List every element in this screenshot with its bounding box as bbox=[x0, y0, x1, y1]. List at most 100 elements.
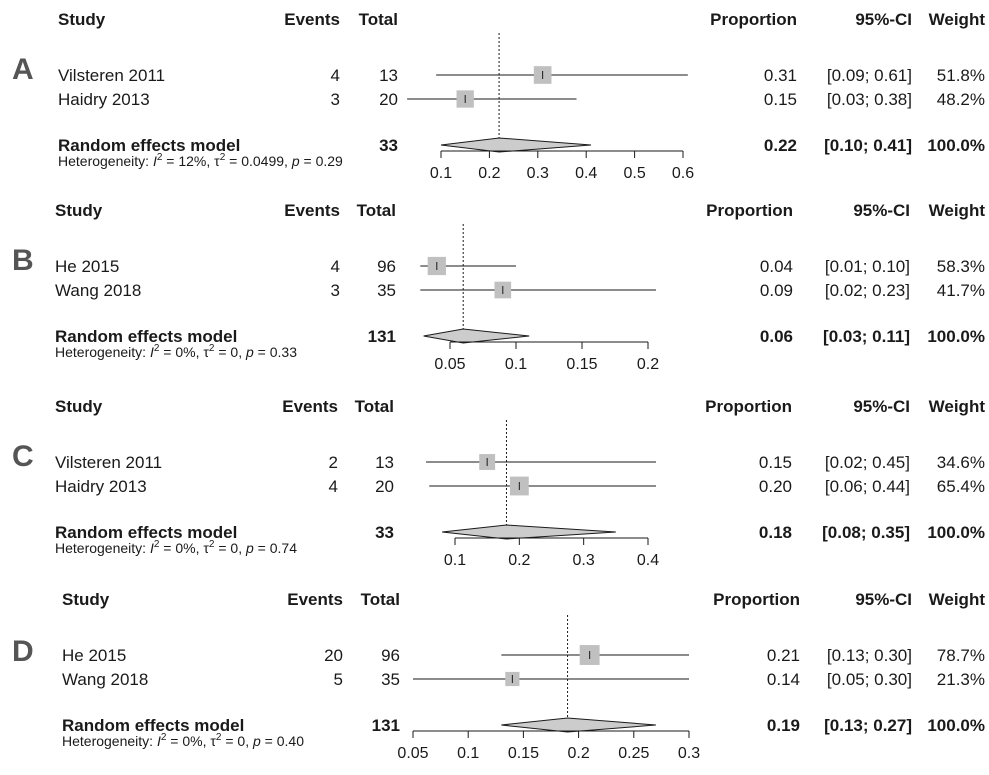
het-p-symbol: p bbox=[252, 733, 261, 749]
x-tick-label: 0.4 bbox=[637, 552, 659, 569]
pooled-total: 131 bbox=[368, 327, 396, 346]
study-total: 96 bbox=[377, 257, 396, 276]
het-prefix: Heterogeneity: bbox=[58, 153, 153, 169]
study-proportion: 0.15 bbox=[764, 90, 797, 109]
study-name: He 2015 bbox=[62, 646, 126, 665]
x-tick-label: 0.2 bbox=[478, 165, 500, 182]
het-superscript: 2 bbox=[209, 343, 215, 354]
x-tick-label: 0.4 bbox=[575, 165, 597, 182]
study-events: 4 bbox=[331, 257, 340, 276]
pooled-total: 33 bbox=[375, 523, 394, 542]
het-i2-value: = 0%, bbox=[166, 733, 210, 749]
het-superscript: 2 bbox=[161, 732, 167, 743]
heterogeneity-text: Heterogeneity: I2 = 12%, τ2 = 0.0499, p … bbox=[58, 152, 343, 169]
study-ci: [0.03; 0.38] bbox=[827, 90, 912, 109]
het-i2-symbol: I bbox=[150, 540, 154, 556]
x-tick-label: 0.25 bbox=[618, 745, 649, 762]
pooled-total: 33 bbox=[379, 136, 398, 155]
header-study: Study bbox=[55, 397, 103, 416]
het-tau-symbol: τ bbox=[214, 153, 220, 169]
study-proportion: 0.21 bbox=[767, 646, 800, 665]
study-total: 96 bbox=[381, 646, 400, 665]
header-study: Study bbox=[62, 590, 110, 609]
x-tick-label: 0.3 bbox=[527, 165, 549, 182]
het-p-symbol: p bbox=[245, 344, 254, 360]
pooled-ci: [0.03; 0.11] bbox=[823, 327, 910, 346]
het-prefix: Heterogeneity: bbox=[55, 344, 150, 360]
study-weight: 65.4% bbox=[937, 477, 985, 496]
study-ci: [0.01; 0.10] bbox=[825, 257, 910, 276]
het-p-symbol: p bbox=[291, 153, 300, 169]
pooled-diamond bbox=[423, 328, 530, 344]
pooled-diamond bbox=[442, 524, 616, 540]
study-events: 5 bbox=[334, 670, 343, 689]
pooled-label: Random effects model bbox=[58, 136, 240, 155]
het-superscript: 2 bbox=[154, 343, 160, 354]
study-events: 20 bbox=[324, 646, 343, 665]
study-weight: 58.3% bbox=[937, 257, 985, 276]
header-ci: 95%-CI bbox=[853, 397, 910, 416]
study-total: 35 bbox=[377, 281, 396, 300]
study-ci: [0.13; 0.30] bbox=[827, 646, 912, 665]
het-p-value: = 0.74 bbox=[254, 540, 297, 556]
pooled-weight: 100.0% bbox=[927, 523, 985, 542]
x-tick-label: 0.05 bbox=[434, 356, 465, 373]
header-total: Total bbox=[361, 590, 400, 609]
study-total: 13 bbox=[379, 66, 398, 85]
het-tau-value: = 0, bbox=[214, 540, 246, 556]
het-i2-value: = 0%, bbox=[159, 540, 203, 556]
study-proportion: 0.20 bbox=[759, 477, 792, 496]
heterogeneity-text: Heterogeneity: I2 = 0%, τ2 = 0, p = 0.40 bbox=[62, 732, 304, 749]
het-i2-symbol: I bbox=[150, 344, 154, 360]
study-total: 35 bbox=[381, 670, 400, 689]
study-name: Haidry 2013 bbox=[55, 477, 147, 496]
het-tau-symbol: τ bbox=[203, 344, 209, 360]
pooled-ci: [0.10; 0.41] bbox=[824, 136, 912, 155]
header-proportion: Proportion bbox=[705, 397, 792, 416]
study-proportion: 0.15 bbox=[759, 453, 792, 472]
pooled-proportion: 0.19 bbox=[767, 716, 800, 735]
header-study: Study bbox=[58, 10, 106, 29]
het-tau-value: = 0.0499, bbox=[225, 153, 292, 169]
study-name: Wang 2018 bbox=[55, 281, 141, 300]
study-weight: 48.2% bbox=[937, 90, 985, 109]
het-superscript: 2 bbox=[220, 152, 226, 163]
het-prefix: Heterogeneity: bbox=[55, 540, 150, 556]
het-tau-value: = 0, bbox=[221, 733, 253, 749]
x-tick-label: 0.2 bbox=[637, 356, 659, 373]
header-ci: 95%-CI bbox=[853, 201, 910, 220]
het-p-value: = 0.40 bbox=[261, 733, 304, 749]
x-tick-label: 0.5 bbox=[623, 165, 645, 182]
x-tick-label: 0.15 bbox=[566, 356, 597, 373]
study-name: Vilsteren 2011 bbox=[58, 66, 165, 85]
pooled-proportion: 0.06 bbox=[760, 327, 793, 346]
x-tick-label: 0.05 bbox=[397, 745, 428, 762]
het-tau-symbol: τ bbox=[203, 540, 209, 556]
study-ci: [0.02; 0.23] bbox=[825, 281, 910, 300]
x-tick-label: 0.3 bbox=[573, 552, 595, 569]
header-total: Total bbox=[357, 201, 396, 220]
het-i2-symbol: I bbox=[157, 733, 161, 749]
pooled-diamond bbox=[501, 717, 656, 733]
header-proportion: Proportion bbox=[713, 590, 800, 609]
study-ci: [0.02; 0.45] bbox=[825, 453, 910, 472]
header-proportion: Proportion bbox=[706, 201, 793, 220]
pooled-weight: 100.0% bbox=[927, 716, 985, 735]
x-tick-label: 0.1 bbox=[444, 552, 466, 569]
header-total: Total bbox=[359, 10, 398, 29]
header-events: Events bbox=[284, 201, 340, 220]
het-tau-value: = 0, bbox=[214, 344, 246, 360]
pooled-ci: [0.08; 0.35] bbox=[822, 523, 910, 542]
study-total: 20 bbox=[375, 477, 394, 496]
study-weight: 34.6% bbox=[937, 453, 985, 472]
pooled-diamond bbox=[440, 137, 592, 153]
het-p-symbol: p bbox=[245, 540, 254, 556]
study-proportion: 0.31 bbox=[764, 66, 797, 85]
header-weight: Weight bbox=[929, 397, 986, 416]
het-p-value: = 0.33 bbox=[254, 344, 297, 360]
study-weight: 21.3% bbox=[937, 670, 985, 689]
pooled-label: Random effects model bbox=[62, 716, 244, 735]
heterogeneity-text: Heterogeneity: I2 = 0%, τ2 = 0, p = 0.33 bbox=[55, 343, 297, 360]
pooled-ci: [0.13; 0.27] bbox=[824, 716, 912, 735]
study-events: 4 bbox=[329, 477, 338, 496]
